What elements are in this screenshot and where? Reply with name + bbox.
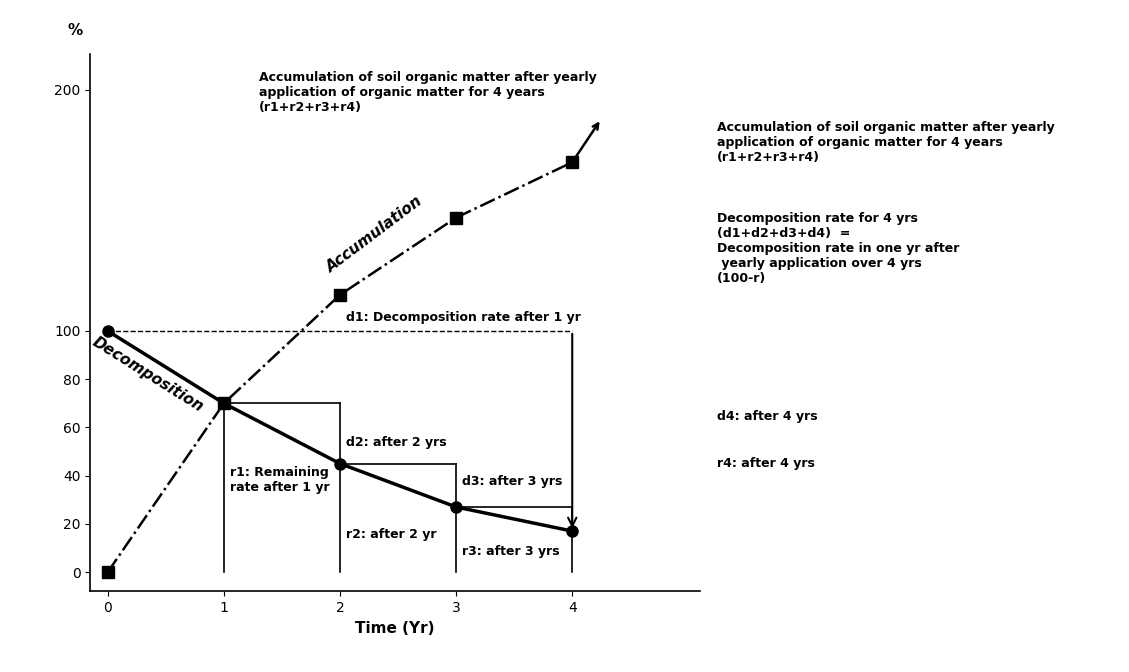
X-axis label: Time (Yr): Time (Yr) xyxy=(356,621,435,636)
Text: r4: after 4 yrs: r4: after 4 yrs xyxy=(717,457,815,470)
Text: r2: after 2 yr: r2: after 2 yr xyxy=(345,528,436,541)
Text: Accumulation: Accumulation xyxy=(324,194,426,276)
Text: Decomposition: Decomposition xyxy=(90,334,207,415)
Text: Accumulation of soil organic matter after yearly
application of organic matter f: Accumulation of soil organic matter afte… xyxy=(259,71,596,114)
Text: d4: after 4 yrs: d4: after 4 yrs xyxy=(717,410,817,423)
Text: d2: after 2 yrs: d2: after 2 yrs xyxy=(345,436,446,449)
Text: Accumulation of soil organic matter after yearly
application of organic matter f: Accumulation of soil organic matter afte… xyxy=(717,121,1054,164)
Text: %: % xyxy=(68,23,82,38)
Text: r1: Remaining
rate after 1 yr: r1: Remaining rate after 1 yr xyxy=(229,466,330,495)
Text: Decomposition rate for 4 yrs
(d1+d2+d3+d4)  =
Decomposition rate in one yr after: Decomposition rate for 4 yrs (d1+d2+d3+d… xyxy=(717,212,960,285)
Text: d3: after 3 yrs: d3: after 3 yrs xyxy=(462,474,562,488)
Text: r3: after 3 yrs: r3: after 3 yrs xyxy=(462,544,560,558)
Text: d1: Decomposition rate after 1 yr: d1: Decomposition rate after 1 yr xyxy=(345,310,580,324)
